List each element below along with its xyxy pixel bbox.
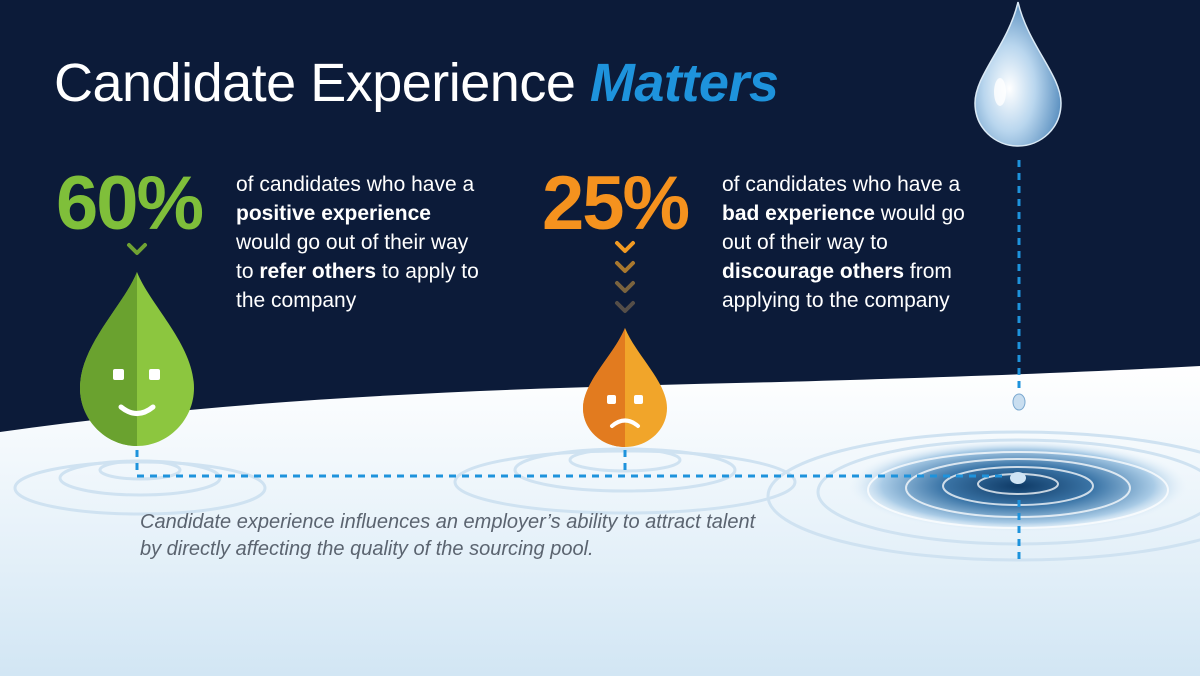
discourage-highlight: discourage others — [722, 260, 905, 283]
bad-highlight: bad experience — [722, 202, 875, 225]
positive-highlight: positive experience — [236, 202, 431, 225]
negative-stat-description: of candidates who have a bad experience … — [722, 173, 965, 312]
positive-stat-value: 60% — [56, 161, 204, 246]
refer-highlight: refer others — [259, 260, 377, 283]
chevron-stack — [615, 241, 635, 313]
positive-stat-description: of candidates who have a positive experi… — [236, 173, 479, 312]
falling-drop — [1012, 393, 1026, 411]
page-title: Candidate Experience Matters — [54, 52, 779, 114]
frowning-face — [610, 418, 640, 428]
title-main: Candidate Experience — [54, 53, 576, 113]
smiling-face — [118, 404, 156, 416]
connector-lines — [135, 160, 1021, 562]
left-ripples — [13, 459, 267, 516]
caption: Candidate experience influences an emplo… — [140, 511, 756, 560]
water-surface — [0, 366, 1200, 676]
chevron-down-icon — [127, 243, 147, 255]
orange-drop-icon — [583, 328, 667, 447]
water-drop-icon — [974, 1, 1062, 147]
negative-stat-value: 25% — [542, 161, 690, 246]
green-drop-icon — [80, 272, 194, 446]
title-emphasis: Matters — [589, 53, 779, 113]
